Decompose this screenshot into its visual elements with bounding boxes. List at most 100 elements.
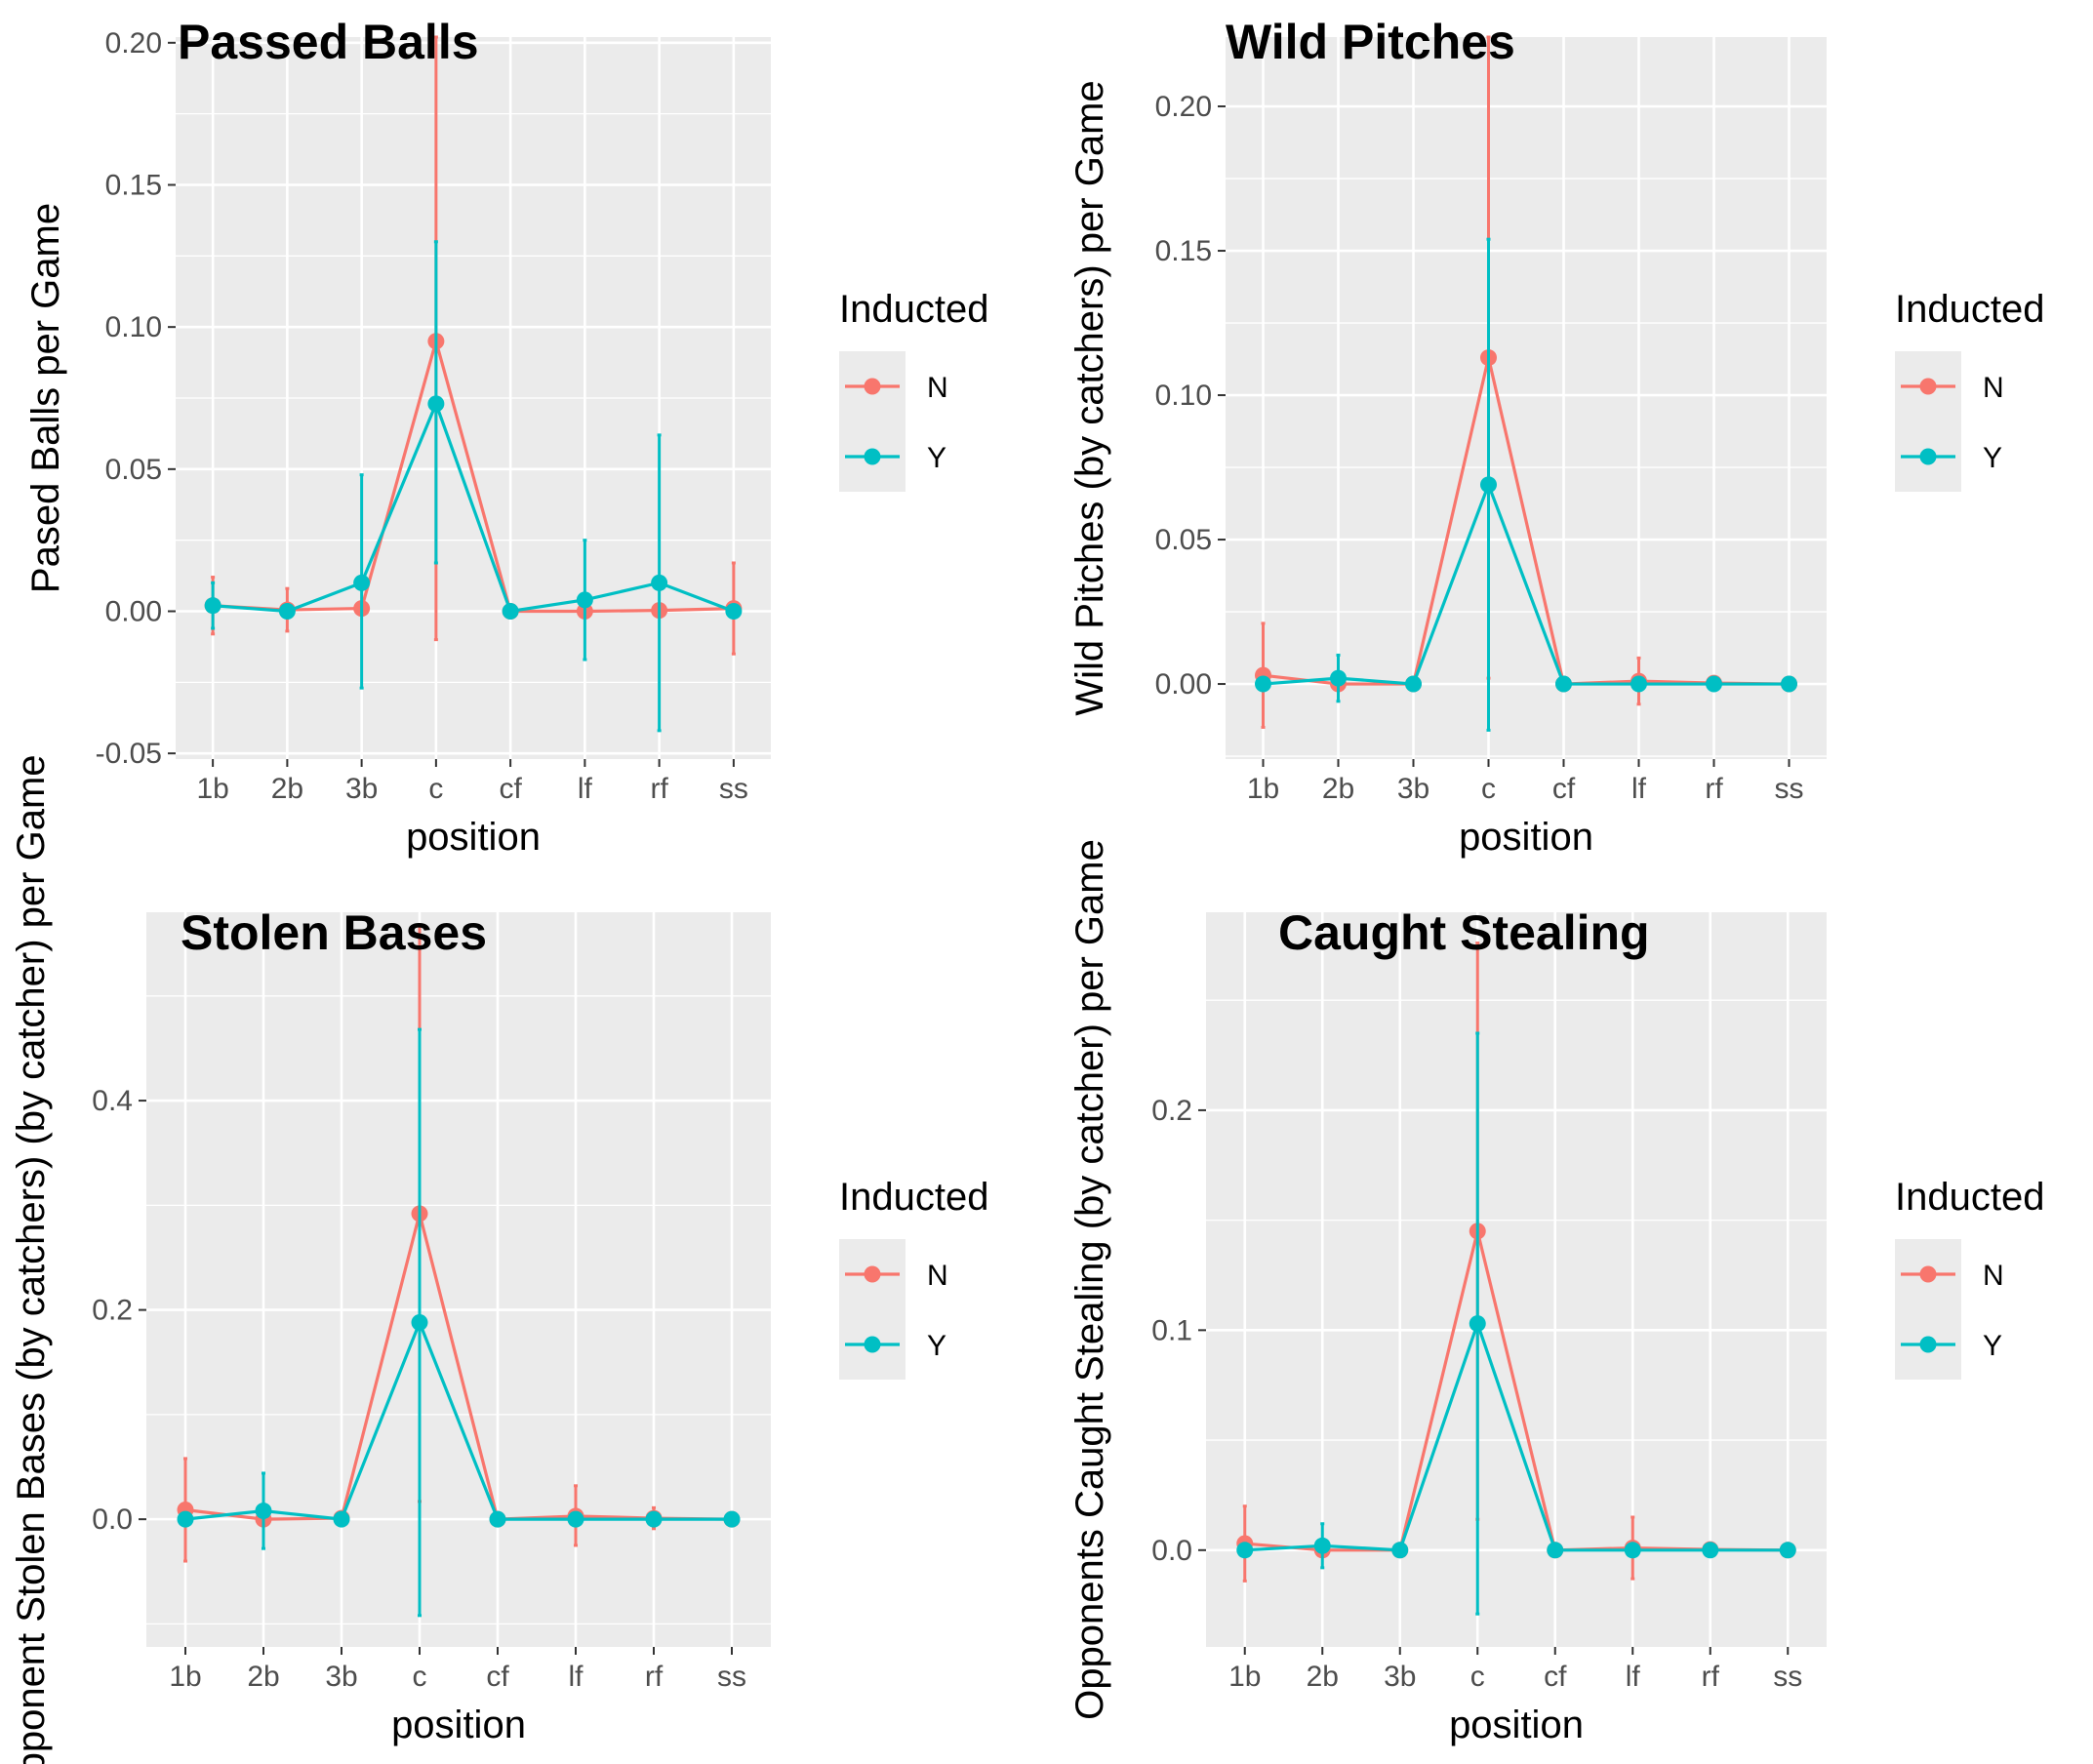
x-tick-label: cf (499, 773, 522, 805)
data-point (177, 1510, 194, 1528)
legend-label: Y (1983, 1330, 2002, 1362)
legend-title: Inducted (839, 288, 988, 331)
data-point (725, 603, 743, 621)
x-tick-label: 3b (325, 1661, 357, 1693)
data-point (1391, 1542, 1409, 1559)
legend: Inducted N Y (839, 1176, 988, 1380)
series-line (213, 399, 735, 614)
legend: Inducted N Y (1895, 1176, 2044, 1380)
x-axis-title: position (1449, 1704, 1584, 1746)
y-tick-label: 0.10 (105, 311, 162, 343)
legend-label: N (1983, 1260, 2004, 1292)
data-point (1781, 675, 1797, 693)
x-tick-label: 1b (1247, 773, 1279, 805)
y-tick-label: 0.2 (1151, 1095, 1192, 1127)
series-Y (204, 240, 743, 733)
series-line (184, 1318, 732, 1521)
legend-point (1919, 1265, 1937, 1283)
x-tick-label: lf (1631, 773, 1647, 805)
plot-background (1226, 37, 1827, 759)
x-tick-label: cf (1552, 773, 1576, 805)
data-point (278, 603, 296, 621)
data-point (1624, 1542, 1641, 1559)
x-tick-label: lf (578, 773, 593, 805)
data-point (1702, 1542, 1719, 1559)
legend-title: Inducted (1895, 288, 2044, 331)
series-Y (177, 1027, 741, 1618)
data-point (353, 574, 371, 591)
panel-title: Passed Balls (178, 15, 479, 69)
x-tick-label: ss (717, 1661, 746, 1693)
legend-label: Y (1983, 442, 2002, 474)
panel-title: Stolen Bases (181, 905, 487, 960)
x-tick-label: rf (1705, 773, 1723, 805)
legend-point (1919, 378, 1937, 395)
x-tick-label: 2b (247, 1661, 279, 1693)
x-tick-label: c (1470, 1661, 1485, 1693)
data-point (204, 597, 221, 615)
data-point (576, 591, 593, 609)
data-point (489, 1510, 506, 1528)
legend-point (864, 448, 881, 465)
legend-point (1919, 1336, 1937, 1353)
panel-stolen-bases: 0.0 0.2 0.4 1b 2b 3b c cf lf rf ss Stolen Bases posi… (10, 754, 988, 1764)
y-tick-label: 0.10 (1155, 380, 1212, 412)
data-point (1547, 1542, 1564, 1559)
legend-point (864, 378, 881, 395)
data-point (1330, 669, 1347, 687)
y-axis-title: Opponents Caught Stealing (by catcher) p… (1068, 839, 1111, 1720)
legend-point (864, 1265, 881, 1283)
y-axis-title: Opponent Stolen Bases (by catchers) (by … (10, 754, 53, 1764)
y-tick-label: 0.1 (1151, 1314, 1192, 1346)
data-point (567, 1510, 584, 1528)
data-point (1630, 675, 1647, 693)
x-tick-label: c (428, 773, 443, 805)
y-tick-label: 0.15 (1155, 235, 1212, 267)
x-axis-title: position (391, 1704, 526, 1746)
x-tick-label: c (1481, 773, 1496, 805)
x-tick-label: 3b (1384, 1661, 1416, 1693)
x-tick-label: ss (1773, 1661, 1802, 1693)
legend-label: Y (927, 442, 946, 474)
x-tick-label: 1b (169, 1661, 201, 1693)
x-tick-label: 1b (196, 773, 228, 805)
y-axis-title: Pased Balls per Game (24, 203, 67, 593)
x-tick-label: ss (1775, 773, 1804, 805)
series-Y (1236, 1031, 1796, 1616)
x-tick-label: cf (1544, 1661, 1567, 1693)
x-tick-label: 2b (271, 773, 303, 805)
legend-label: Y (927, 1330, 946, 1362)
x-tick-label: ss (719, 773, 748, 805)
data-point (1706, 675, 1722, 693)
panel-title: Wild Pitches (1226, 15, 1515, 69)
legend-title: Inducted (839, 1176, 988, 1219)
data-point (411, 1313, 428, 1331)
x-tick-label: cf (486, 1661, 509, 1693)
legend: Inducted N Y (1895, 288, 2044, 492)
x-axis-title: position (1459, 816, 1593, 859)
y-axis-title: Wild Pitches (by catchers) per Game (1068, 80, 1111, 715)
data-point (1236, 1542, 1254, 1559)
series-line (213, 335, 734, 614)
x-tick-label: 3b (345, 773, 378, 805)
x-tick-label: 3b (1397, 773, 1429, 805)
data-point (427, 395, 445, 413)
data-point (723, 1510, 741, 1528)
y-tick-label: 0.20 (1155, 91, 1212, 123)
data-point (502, 603, 519, 621)
x-tick-label: rf (1702, 1661, 1720, 1693)
x-tick-label: 1b (1228, 1661, 1261, 1693)
panel-passed-balls: -0.05 0.00 0.05 0.10 0.15 0.20 1b 2b 3b c cf lf rf ss… (24, 15, 988, 859)
data-point (1779, 1542, 1796, 1559)
data-point (1469, 1315, 1486, 1333)
series-line (1244, 1318, 1789, 1552)
panel-title: Caught Stealing (1278, 905, 1650, 960)
y-tick-label: 0.15 (105, 169, 162, 201)
legend-point (1919, 448, 1937, 465)
legend-point (864, 1336, 881, 1353)
panel-caught-stealing: 0.0 0.1 0.2 1b 2b 3b c cf lf rf ss Caught Stealing p… (1068, 839, 2044, 1746)
data-point (1480, 476, 1497, 494)
y-tick-label: 0.0 (92, 1503, 133, 1536)
panel-wild-pitches: 0.00 0.05 0.10 0.15 0.20 1b 2b 3b c cf lf rf ss Wild … (1068, 15, 2044, 859)
y-tick-label: 0.00 (105, 596, 162, 628)
